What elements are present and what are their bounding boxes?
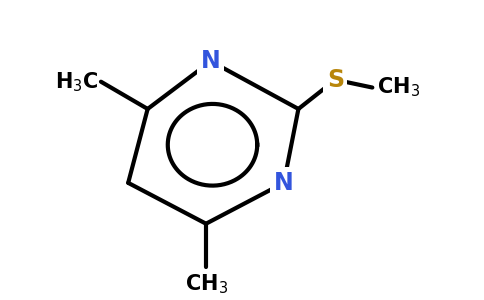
Text: CH$_3$: CH$_3$ — [184, 272, 227, 296]
Text: H$_3$C: H$_3$C — [55, 70, 98, 94]
Text: CH$_3$: CH$_3$ — [377, 76, 420, 99]
Text: S: S — [327, 68, 344, 92]
Text: N: N — [274, 171, 294, 195]
Text: N: N — [201, 49, 221, 73]
